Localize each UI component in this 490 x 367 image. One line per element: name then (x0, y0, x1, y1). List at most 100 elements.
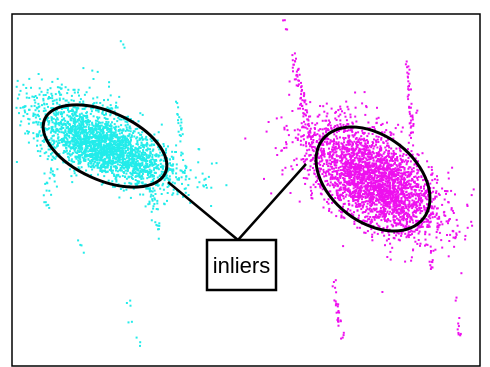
data-point (153, 203, 156, 205)
data-point (18, 93, 21, 96)
data-point (88, 133, 91, 136)
data-point (179, 140, 182, 143)
data-point (37, 110, 40, 113)
data-point (378, 192, 381, 195)
data-point (112, 185, 114, 188)
data-point (337, 197, 339, 200)
data-point (84, 147, 87, 150)
data-point (386, 155, 389, 158)
data-point (470, 220, 473, 223)
data-point (330, 165, 333, 168)
data-point (392, 182, 395, 185)
data-point (63, 134, 66, 137)
data-point (359, 138, 362, 141)
data-point (82, 150, 85, 153)
data-point (356, 192, 359, 195)
data-point (79, 160, 82, 163)
data-point (164, 159, 166, 162)
data-point (48, 177, 51, 180)
data-point (309, 101, 312, 104)
data-point (161, 184, 164, 187)
data-point (127, 166, 130, 169)
data-point (65, 142, 68, 145)
data-point (337, 169, 340, 172)
data-point (364, 211, 367, 213)
data-point (333, 170, 336, 173)
data-point (134, 151, 137, 154)
data-point (364, 231, 367, 234)
data-point (389, 194, 392, 197)
data-point (150, 169, 153, 172)
data-point (15, 161, 18, 163)
data-point (393, 232, 396, 234)
data-point (297, 107, 300, 110)
data-point (162, 182, 165, 185)
data-point (162, 143, 165, 145)
data-point (140, 151, 143, 154)
data-point (393, 170, 396, 173)
data-point (42, 99, 45, 102)
data-point (429, 217, 432, 220)
data-point (128, 158, 131, 161)
data-point (50, 193, 53, 196)
data-point (410, 187, 413, 190)
data-point (144, 166, 147, 169)
data-point (27, 122, 30, 125)
data-point (390, 176, 393, 179)
data-point (354, 132, 357, 135)
data-point (52, 139, 55, 142)
data-point (110, 148, 113, 151)
data-point (453, 245, 456, 248)
data-point (158, 222, 161, 225)
data-point (352, 166, 355, 169)
data-point (101, 151, 104, 154)
data-point (364, 192, 367, 195)
data-point (373, 126, 376, 129)
data-point (72, 110, 75, 113)
data-point (153, 171, 156, 174)
data-point (313, 163, 316, 165)
data-point (118, 149, 121, 152)
data-point (410, 191, 413, 194)
data-point (327, 202, 330, 205)
data-point (333, 160, 336, 163)
data-point (104, 170, 106, 173)
data-point (265, 130, 268, 133)
data-point (344, 146, 347, 149)
data-point (120, 129, 123, 132)
data-point (91, 141, 94, 144)
data-point (48, 96, 50, 98)
data-point (152, 180, 155, 183)
data-point (313, 132, 316, 135)
data-point (118, 95, 121, 98)
data-point (375, 222, 378, 225)
data-point (369, 222, 372, 225)
data-point (197, 161, 200, 164)
data-point (430, 168, 433, 171)
data-point (37, 102, 40, 105)
data-point (388, 175, 390, 178)
data-point (388, 186, 391, 189)
data-point (180, 151, 183, 154)
data-point (141, 182, 144, 185)
data-point (424, 195, 427, 198)
data-point (354, 115, 357, 118)
data-point (60, 125, 63, 128)
data-point (112, 169, 114, 172)
data-point (323, 175, 326, 178)
data-point (417, 232, 420, 235)
data-point (138, 172, 141, 175)
data-point (350, 145, 353, 148)
data-point (32, 132, 35, 135)
data-point (96, 159, 99, 162)
data-point (365, 205, 368, 208)
data-point (125, 150, 127, 152)
data-point (346, 182, 349, 185)
data-point (146, 147, 149, 150)
data-point (40, 134, 42, 137)
data-point (77, 131, 80, 133)
data-point (390, 223, 393, 226)
data-point (420, 185, 422, 188)
data-point (70, 146, 73, 149)
data-point (124, 152, 127, 155)
